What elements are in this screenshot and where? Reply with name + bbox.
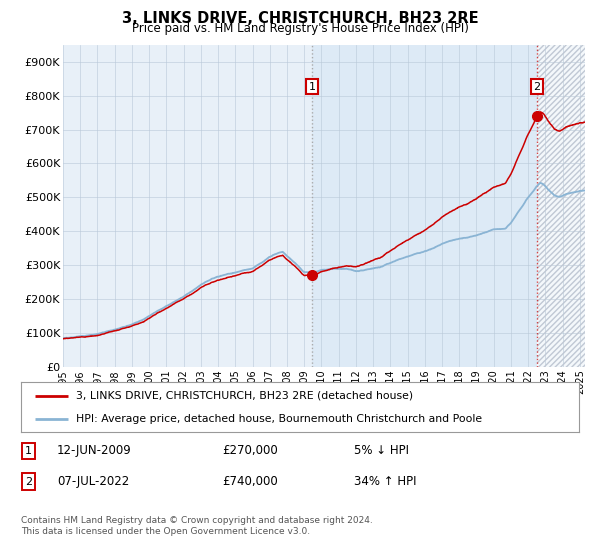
Bar [312,45,537,367]
Bar [537,45,585,367]
Text: 1: 1 [308,82,316,92]
Text: 12-JUN-2009: 12-JUN-2009 [57,444,132,458]
Text: Price paid vs. HM Land Registry's House Price Index (HPI): Price paid vs. HM Land Registry's House … [131,22,469,35]
Text: 2: 2 [533,82,541,92]
Text: 07-JUL-2022: 07-JUL-2022 [57,475,129,488]
Text: 2: 2 [25,477,32,487]
Bar [537,45,585,367]
Text: Contains HM Land Registry data © Crown copyright and database right 2024.
This d: Contains HM Land Registry data © Crown c… [21,516,373,536]
Text: £740,000: £740,000 [222,475,278,488]
Text: 5% ↓ HPI: 5% ↓ HPI [354,444,409,458]
Text: HPI: Average price, detached house, Bournemouth Christchurch and Poole: HPI: Average price, detached house, Bour… [76,414,482,424]
Text: 1: 1 [25,446,32,456]
Text: 3, LINKS DRIVE, CHRISTCHURCH, BH23 2RE (detached house): 3, LINKS DRIVE, CHRISTCHURCH, BH23 2RE (… [76,390,413,400]
Text: 3, LINKS DRIVE, CHRISTCHURCH, BH23 2RE: 3, LINKS DRIVE, CHRISTCHURCH, BH23 2RE [122,11,478,26]
Text: 34% ↑ HPI: 34% ↑ HPI [354,475,416,488]
Text: £270,000: £270,000 [222,444,278,458]
